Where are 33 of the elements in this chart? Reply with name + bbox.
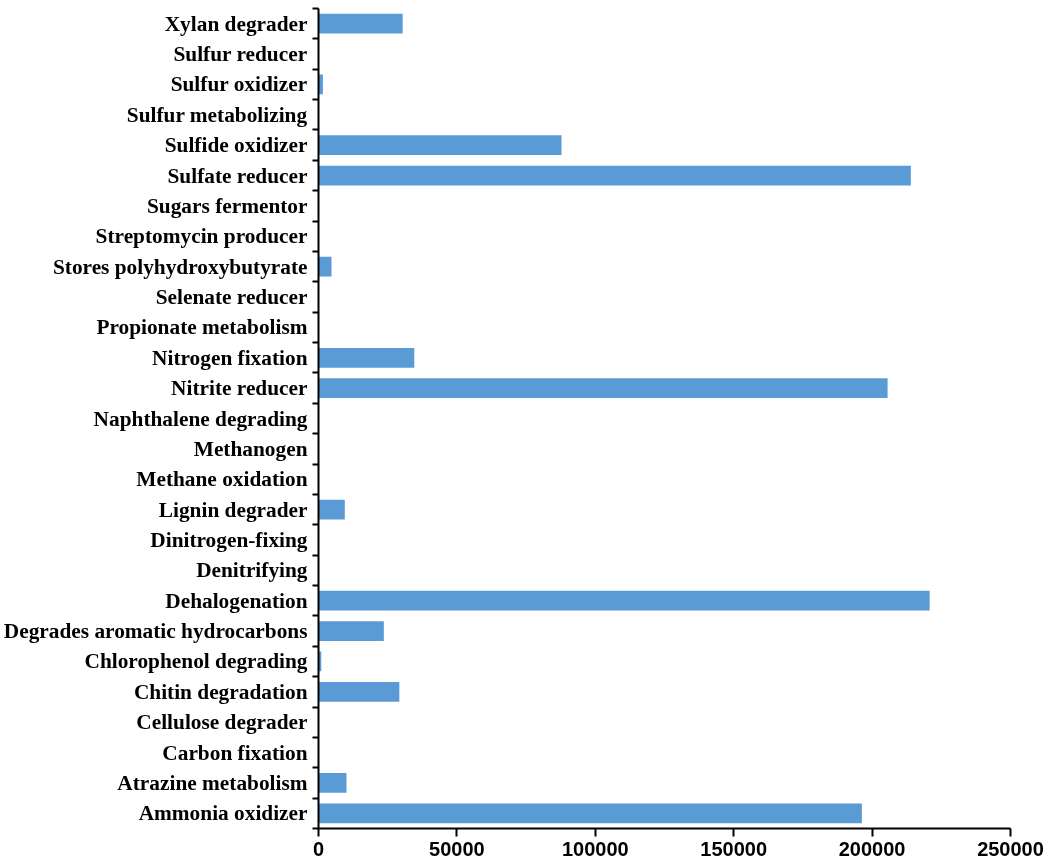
y-tick-label: Selenate reducer [155, 285, 309, 310]
y-tick-label: Carbon fixation [162, 740, 308, 765]
y-tick-label: Naphthalene degrading [93, 406, 308, 431]
y-tick-label: Ammonia oxidizer [138, 801, 309, 826]
y-tick-label: Sulfur metabolizing [126, 102, 308, 127]
y-tick-label: Dehalogenation [165, 588, 308, 613]
y-tick-label: Propionate metabolism [96, 315, 308, 340]
y-tick-label: Denitrifying [196, 558, 308, 583]
y-tick-label: Chlorophenol degrading [84, 649, 308, 674]
y-tick-label: Sulfur oxidizer [170, 72, 308, 97]
x-tick-label: 50000 [429, 837, 485, 860]
y-tick-label: Chitin degradation [133, 679, 308, 704]
y-tick-label: Atrazine metabolism [117, 770, 308, 795]
y-tick-label: Xylan degrader [164, 11, 309, 36]
y-tick-label: Nitrogen fixation [152, 345, 308, 370]
y-tick-label: Sulfur reducer [173, 42, 308, 67]
y-tick-label: Dinitrogen-fixing [150, 527, 308, 552]
y-tick-label: Methane oxidation [136, 467, 308, 492]
y-tick-label: Streptomycin producer [95, 224, 309, 249]
x-tick-label: 100000 [561, 837, 629, 860]
y-tick-label: Stores polyhydroxybutyrate [52, 254, 308, 279]
x-tick-label: 150000 [700, 837, 768, 860]
y-tick-label: Sulfide oxidizer [164, 133, 309, 158]
y-tick-label: Cellulose degrader [136, 710, 309, 735]
y-tick-label: Nitrite reducer [171, 376, 309, 401]
y-tick-label: Sugars fermentor [146, 193, 309, 218]
y-tick-label: Lignin degrader [158, 497, 309, 522]
y-tick-label: Methanogen [193, 436, 308, 461]
x-tick-label: 250000 [977, 837, 1044, 860]
y-tick-label: Sulfate reducer [167, 163, 309, 188]
y-tick-label: Degrades aromatic hydrocarbons [3, 619, 308, 644]
x-tick-label: 0 [312, 837, 325, 860]
x-tick-label: 200000 [838, 837, 906, 860]
